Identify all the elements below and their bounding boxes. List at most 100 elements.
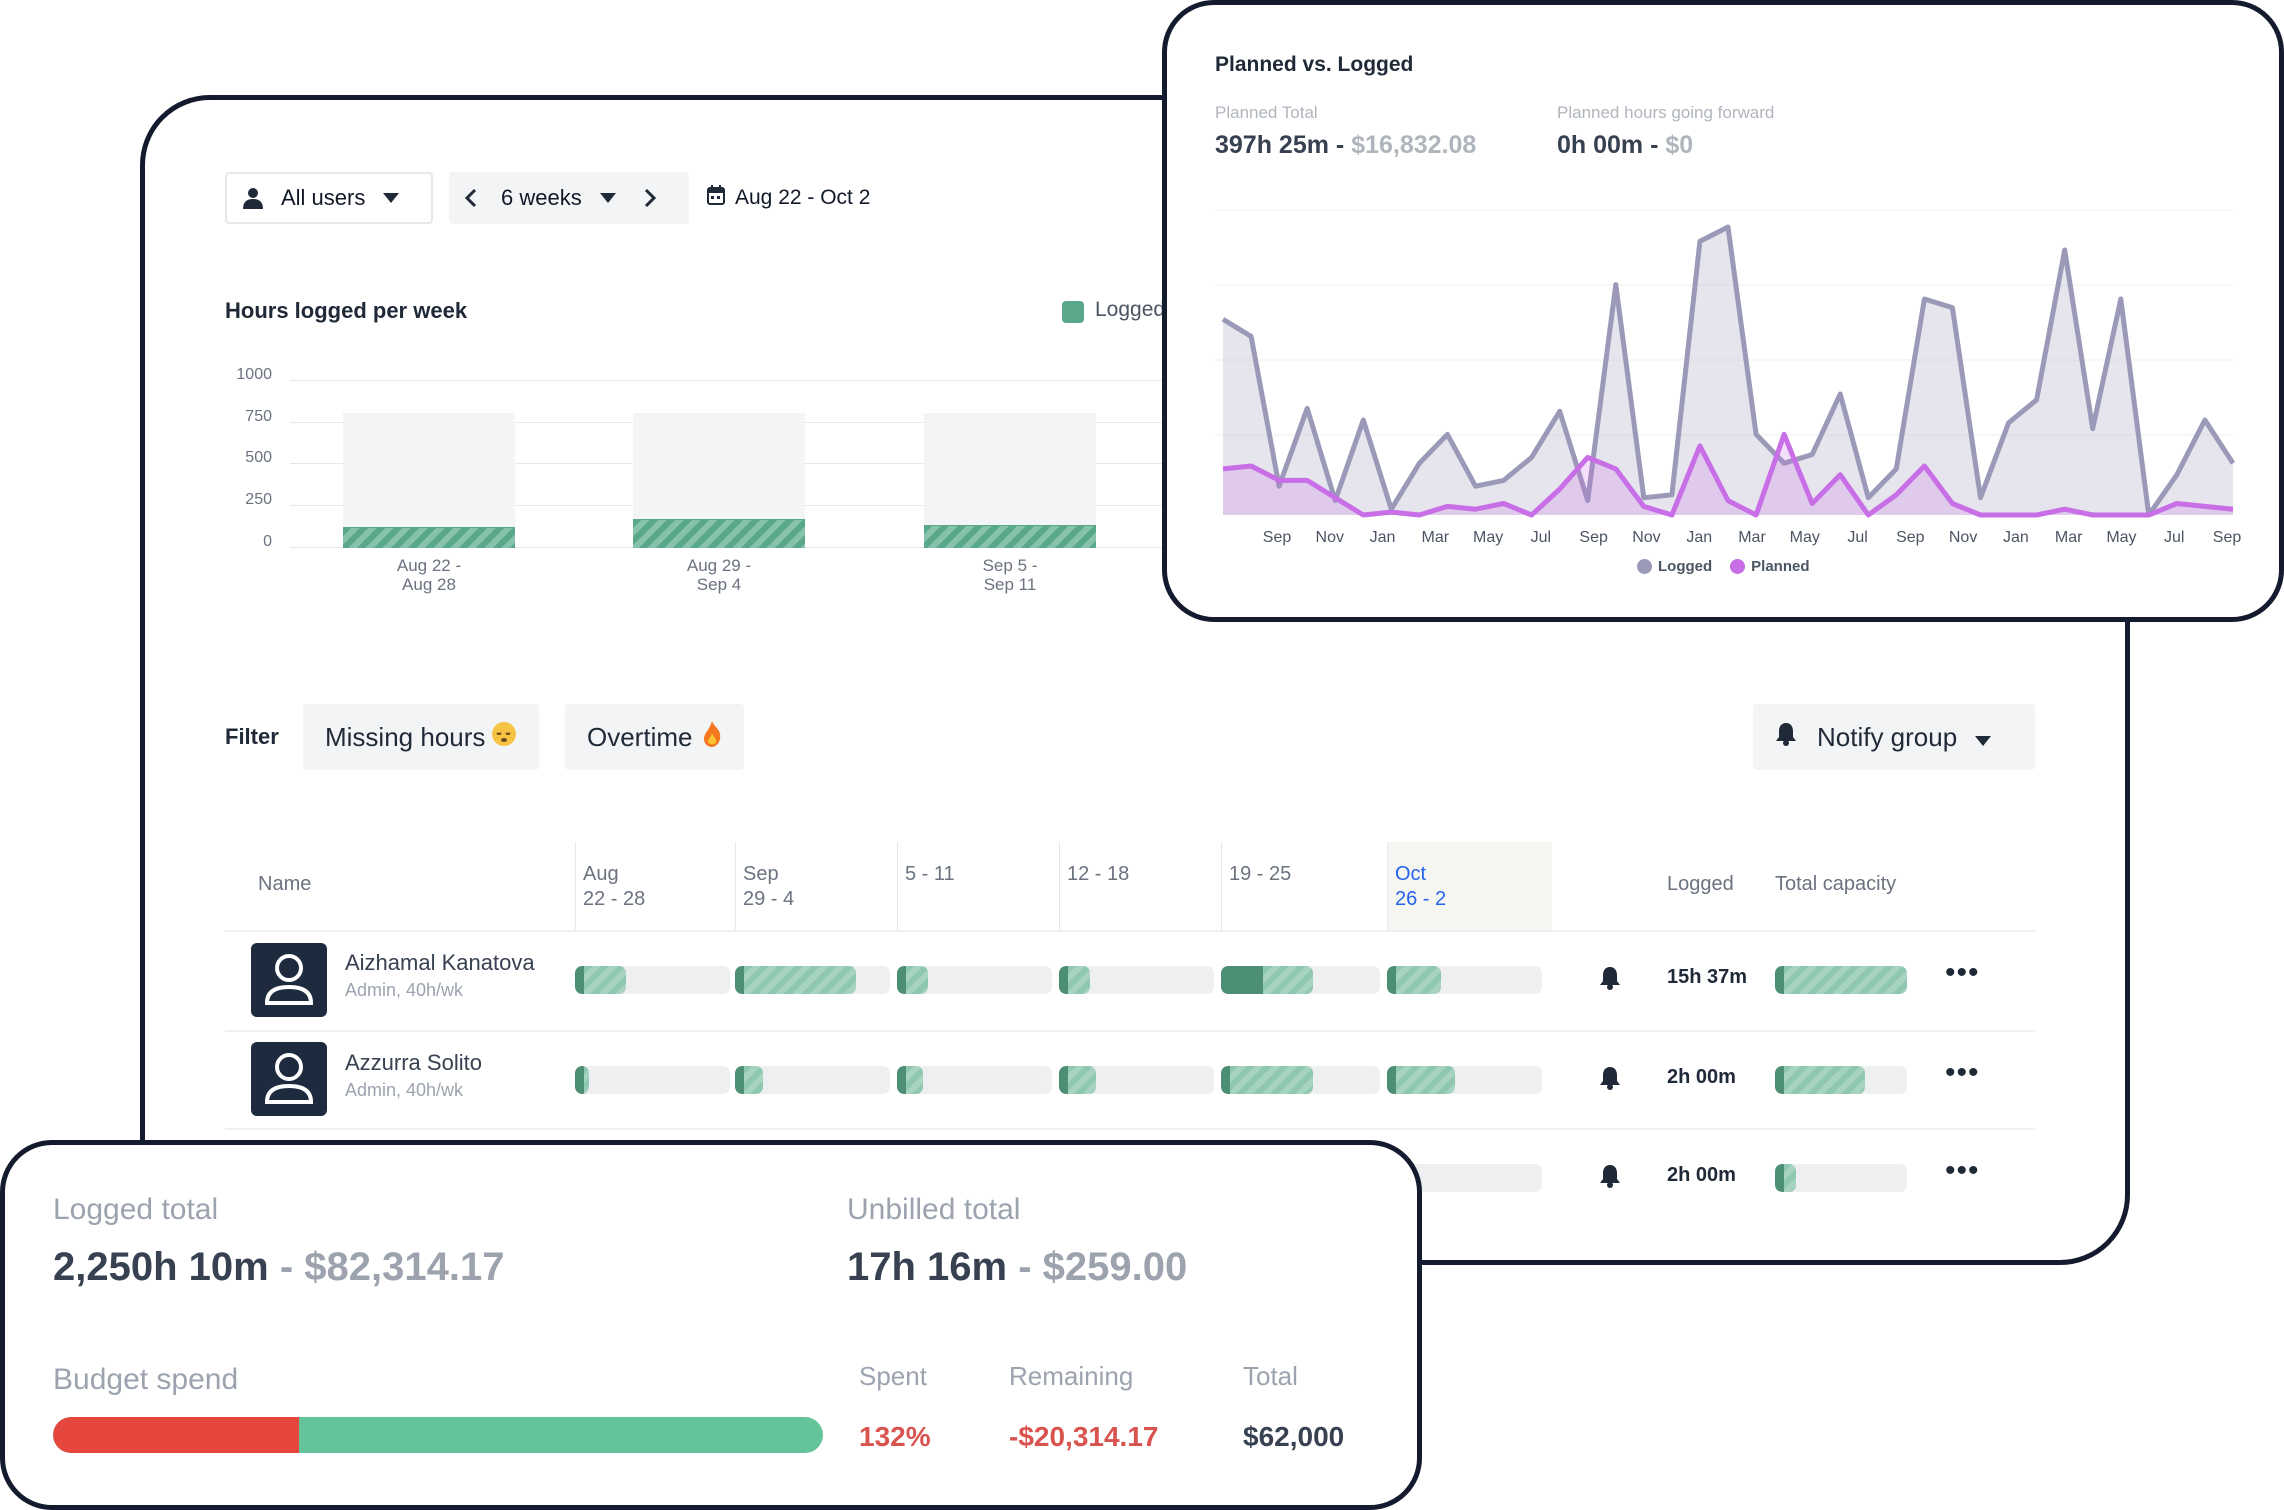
week-cell[interactable] bbox=[575, 966, 730, 994]
logged-value: 15h 37m bbox=[1667, 966, 1748, 988]
sleepy-face-icon bbox=[491, 721, 517, 754]
bell-icon[interactable] bbox=[1599, 1164, 1621, 1193]
week-header: 5 - 11 bbox=[905, 863, 955, 885]
planned-total-label: Planned Total bbox=[1215, 103, 1318, 122]
week-cell-fill bbox=[1059, 1066, 1097, 1094]
week-cell-fill bbox=[897, 1066, 924, 1094]
unbilled-total-value: 17h 16m - $259.00 bbox=[847, 1245, 1188, 1289]
column-divider bbox=[735, 842, 736, 930]
week-cell-fill bbox=[1059, 966, 1090, 994]
avatar bbox=[251, 943, 327, 1017]
column-divider bbox=[1387, 842, 1388, 930]
capacity-cell bbox=[1775, 1066, 1907, 1094]
week-cell[interactable] bbox=[1221, 966, 1380, 994]
more-options-icon[interactable]: ••• bbox=[1945, 956, 1980, 989]
user-icon bbox=[243, 187, 263, 209]
more-options-icon[interactable]: ••• bbox=[1945, 1154, 1980, 1187]
x-axis-label: Mar bbox=[1738, 529, 1766, 546]
y-tick: 0 bbox=[263, 533, 272, 550]
row-divider bbox=[225, 1128, 2035, 1130]
bar-label: Aug 22 - Aug 28 bbox=[396, 556, 462, 594]
x-axis-label: Jul bbox=[2164, 529, 2184, 546]
week-cell[interactable] bbox=[897, 966, 1052, 994]
person-name[interactable]: Azzurra Solito bbox=[345, 1050, 482, 1075]
logged-value: 2h 00m bbox=[1667, 1164, 1736, 1186]
x-axis-label: Sep bbox=[1579, 529, 1608, 546]
weeks-selector[interactable]: 6 weeks bbox=[449, 172, 689, 224]
chevron-right-icon[interactable] bbox=[644, 188, 656, 208]
budget-bar bbox=[53, 1417, 823, 1453]
logged-header: Logged bbox=[1667, 873, 1734, 895]
date-range[interactable]: Aug 22 - Oct 2 bbox=[707, 172, 870, 224]
forward-label: Planned hours going forward bbox=[1557, 103, 1775, 122]
week-cell[interactable] bbox=[1387, 1066, 1542, 1094]
notify-group-button[interactable]: Notify group bbox=[1753, 704, 2035, 770]
x-axis-label: Nov bbox=[1632, 529, 1660, 546]
planned-series-line bbox=[1222, 431, 2234, 518]
x-axis-label: Jul bbox=[1847, 529, 1867, 546]
legend-logged-swatch bbox=[1062, 301, 1084, 323]
week-header: 19 - 25 bbox=[1229, 863, 1292, 885]
week-header: Aug 22 - 28 bbox=[583, 863, 646, 910]
week-cell-fill bbox=[575, 1066, 589, 1094]
planned-vs-logged-card: Planned vs. Logged Planned Total 397h 25… bbox=[1162, 0, 2284, 622]
logged-series-line bbox=[1221, 224, 2236, 518]
column-divider bbox=[1221, 842, 1222, 930]
weeks-label[interactable]: 6 weeks bbox=[501, 185, 582, 210]
planned-chart-legend: Logged Planned bbox=[1637, 558, 1810, 575]
caret-down-icon bbox=[383, 193, 400, 203]
x-axis-label: Nov bbox=[1316, 529, 1344, 546]
week-cell[interactable] bbox=[1387, 966, 1542, 994]
date-range-label: Aug 22 - Oct 2 bbox=[735, 186, 871, 209]
x-axis-label: Mar bbox=[2055, 529, 2083, 546]
x-axis-label: Jan bbox=[2003, 529, 2029, 546]
week-cell[interactable] bbox=[1221, 1066, 1380, 1094]
person-icon bbox=[264, 954, 314, 1005]
bar-capacity bbox=[343, 413, 515, 547]
week-cell[interactable] bbox=[735, 966, 890, 994]
x-axis-label: Sep bbox=[2213, 529, 2242, 546]
budget-bar-spent bbox=[53, 1417, 300, 1453]
week-cell[interactable] bbox=[575, 1066, 730, 1094]
logged-total-value: 2,250h 10m - $82,314.17 bbox=[53, 1245, 505, 1289]
planned-total-value: 397h 25m - $16,832.08 bbox=[1215, 131, 1477, 159]
week-cell[interactable] bbox=[735, 1066, 890, 1094]
week-cell[interactable] bbox=[1059, 1066, 1214, 1094]
gridline bbox=[290, 380, 1165, 381]
overtime-filter[interactable]: Overtime bbox=[565, 704, 745, 770]
person-icon bbox=[264, 1053, 314, 1104]
total-value: $62,000 bbox=[1243, 1421, 1345, 1452]
person-role: Admin, 40h/wk bbox=[345, 980, 464, 1000]
caret-down-icon bbox=[599, 193, 616, 203]
legend-logged-label: Logged bbox=[1095, 298, 1166, 321]
week-cell-fill bbox=[735, 966, 856, 994]
bar-logged[interactable] bbox=[924, 525, 1096, 548]
week-cell[interactable] bbox=[1059, 966, 1214, 994]
person-name[interactable]: Aizhamal Kanatova bbox=[345, 950, 535, 975]
spent-label: Spent bbox=[859, 1361, 927, 1391]
bell-icon bbox=[1775, 722, 1797, 753]
week-header-current: Oct 26 - 2 bbox=[1395, 863, 1447, 910]
summary-card: Logged total 2,250h 10m - $82,314.17 Unb… bbox=[0, 1140, 1422, 1510]
week-cell-fill bbox=[1387, 966, 1442, 994]
bell-icon[interactable] bbox=[1599, 966, 1621, 995]
week-cell[interactable] bbox=[897, 1066, 1052, 1094]
column-divider bbox=[1059, 842, 1060, 930]
missing-hours-filter[interactable]: Missing hours bbox=[303, 704, 540, 770]
planned-chart-title: Planned vs. Logged bbox=[1215, 53, 1414, 76]
spent-value: 132% bbox=[859, 1421, 931, 1452]
users-label: All users bbox=[281, 185, 366, 210]
total-label: Total bbox=[1243, 1361, 1298, 1391]
column-divider bbox=[897, 842, 898, 930]
person-role: Admin, 40h/wk bbox=[345, 1080, 464, 1100]
bar-logged[interactable] bbox=[633, 518, 805, 548]
chevron-left-icon[interactable] bbox=[465, 188, 477, 208]
users-dropdown[interactable]: All users bbox=[225, 172, 433, 224]
more-options-icon[interactable]: ••• bbox=[1945, 1056, 1980, 1089]
y-tick: 250 bbox=[245, 491, 272, 508]
bar-logged[interactable] bbox=[343, 526, 515, 548]
bell-icon[interactable] bbox=[1599, 1066, 1621, 1095]
capacity-header: Total capacity bbox=[1775, 873, 1897, 895]
capacity-cell bbox=[1775, 966, 1907, 994]
x-axis-label: Jul bbox=[1531, 529, 1551, 546]
